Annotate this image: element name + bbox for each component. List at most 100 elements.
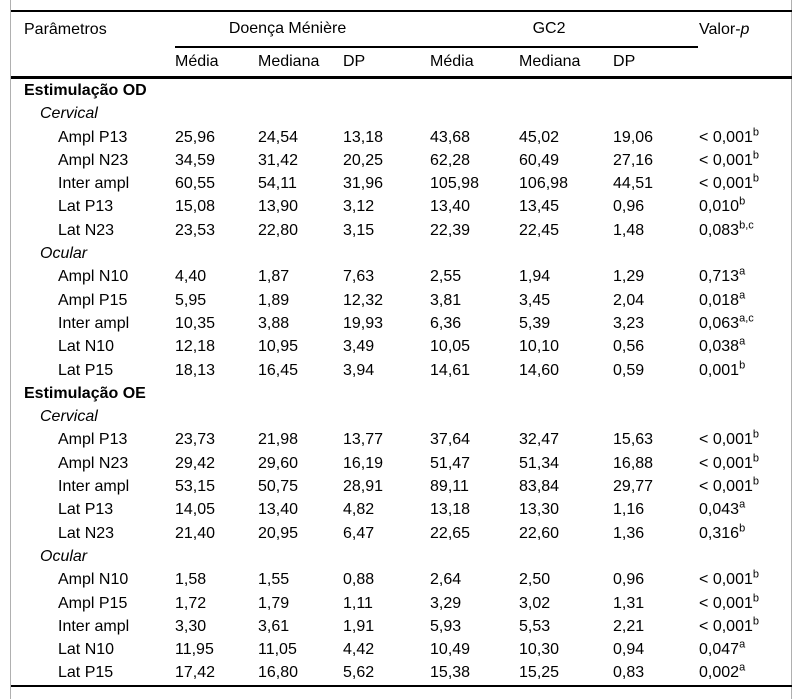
cell-p-value: 0,010b: [698, 195, 792, 218]
cell-p-value: < 0,001b: [698, 452, 792, 475]
p-value-superscript: b: [752, 429, 759, 442]
p-value-text: < 0,001: [699, 151, 753, 169]
cell-media-gc2: 37,64: [430, 431, 471, 449]
cell-mediana-dm: 13,90: [258, 198, 299, 216]
cell-mediana-gc2: 1,94: [519, 268, 551, 286]
cell-mediana-gc2: 60,49: [519, 151, 560, 169]
p-value-superscript: b: [752, 592, 759, 605]
cell-media-gc2: 89,11: [430, 478, 469, 496]
subsection-title: Cervical: [40, 105, 98, 123]
p-value-superscript: a: [739, 335, 746, 348]
cell-mediana-gc2: 14,60: [519, 361, 560, 379]
p-value-superscript: b: [752, 475, 759, 488]
cell-mediana-gc2: 3,02: [519, 594, 551, 612]
cell-parameter: Ampl N23: [58, 151, 129, 169]
cell-parameter: Ampl P13: [58, 128, 128, 146]
cell-dp-dm: 12,32: [343, 291, 384, 309]
section-title: Estimulação OD: [24, 82, 147, 99]
cell-p-value: < 0,001b: [698, 615, 792, 638]
sub-header-media-gc2: Média: [430, 47, 520, 79]
p-value-superscript: b: [752, 149, 759, 162]
section-title: Estimulação OE: [24, 384, 146, 402]
cell-dp-dm: 4,42: [343, 641, 375, 659]
p-value-text: 0,713: [699, 268, 740, 286]
cell-dp-dm: 3,15: [343, 221, 375, 239]
cell-dp-gc2: 2,21: [613, 617, 645, 635]
cell-media-gc2: 14,61: [430, 361, 471, 379]
cell-dp-dm: 1,11: [343, 594, 373, 612]
p-value-text: 0,316: [699, 524, 740, 542]
sub-header-media-dm: Média: [175, 47, 258, 79]
cell-media-dm: 4,40: [175, 268, 207, 286]
table-row: Lat N10 11,95 11,05 4,42 10,49 10,30 0,9…: [11, 638, 792, 661]
cell-parameter: Inter ampl: [58, 314, 130, 332]
p-value-text: 0,001: [699, 361, 740, 379]
cell-p-value: < 0,001b: [698, 475, 792, 498]
cell-media-gc2: 6,36: [430, 314, 462, 332]
cell-p-value: 0,002a: [698, 661, 792, 685]
cell-media-gc2: 3,81: [430, 291, 462, 309]
cell-media-dm: 60,55: [175, 175, 216, 193]
cell-dp-gc2: 44,51: [613, 175, 654, 193]
cell-mediana-dm: 29,60: [258, 454, 299, 472]
cell-media-gc2: 62,28: [430, 151, 471, 169]
subsection-title: Ocular: [40, 245, 88, 263]
cell-mediana-gc2: 13,30: [519, 501, 560, 519]
sub-header-dp-dm: DP: [343, 47, 431, 79]
p-value-superscript: b,c: [739, 219, 754, 232]
section-title-row: Estimulação OE: [11, 382, 792, 405]
table-row: Ampl P13 23,73 21,98 13,77 37,64 32,47 1…: [11, 428, 792, 451]
cell-mediana-dm: 54,11: [258, 175, 297, 193]
cell-mediana-gc2: 10,30: [519, 641, 560, 659]
cell-media-gc2: 15,38: [430, 664, 471, 682]
cell-mediana-gc2: 45,02: [519, 128, 560, 146]
table-row: Ampl N23 34,59 31,42 20,25 62,28 60,49 2…: [11, 149, 792, 172]
cell-p-value: < 0,001b: [698, 568, 792, 591]
cell-p-value: 0,316b: [698, 522, 792, 545]
p-value-superscript: a: [739, 638, 746, 651]
p-value-superscript: b: [752, 172, 759, 185]
p-value-superscript: a: [739, 662, 746, 675]
cell-parameter: Lat N23: [58, 221, 115, 239]
cell-dp-gc2: 0,56: [613, 338, 645, 356]
sub-header-mediana-gc2: Mediana: [519, 47, 614, 79]
cell-media-dm: 18,13: [175, 361, 216, 379]
cell-media-dm: 1,72: [175, 594, 207, 612]
cell-dp-gc2: 1,36: [613, 524, 645, 542]
table-row: Inter ampl 60,55 54,11 31,96 105,98 106,…: [11, 172, 792, 195]
p-value-text: < 0,001: [699, 128, 753, 146]
cell-parameter: Lat N10: [58, 338, 115, 356]
cell-parameter: Ampl N23: [58, 454, 129, 472]
cell-p-value: 0,063a,c: [698, 312, 792, 335]
cell-mediana-dm: 1,55: [258, 571, 290, 589]
cell-mediana-dm: 22,80: [258, 221, 299, 239]
cell-mediana-gc2: 5,39: [519, 314, 551, 332]
table-header: Parâmetros Doença Ménière GC2 Valor-p Mé…: [11, 11, 793, 79]
p-value-superscript: a: [739, 289, 746, 302]
cell-parameter: Lat N23: [58, 524, 115, 542]
cell-media-dm: 17,42: [175, 664, 216, 682]
p-value-text: < 0,001: [699, 617, 753, 635]
cell-parameter: Lat N10: [58, 641, 115, 659]
cell-dp-dm: 20,25: [343, 151, 384, 169]
statistics-table: Parâmetros Doença Ménière GC2 Valor-p Mé…: [11, 10, 793, 687]
p-value-superscript: b: [739, 522, 746, 535]
subsection-title-row: Cervical: [11, 405, 792, 428]
cell-media-dm: 34,59: [175, 151, 216, 169]
cell-mediana-dm: 3,88: [258, 314, 290, 332]
valor-label: Valor-: [699, 20, 741, 38]
cell-dp-dm: 7,63: [343, 268, 375, 286]
table-row: Lat P13 14,05 13,40 4,82 13,18 13,30 1,1…: [11, 498, 792, 521]
cell-mediana-gc2: 3,45: [519, 291, 551, 309]
p-value-superscript: b: [739, 196, 746, 209]
p-value-text: 0,010: [699, 198, 740, 216]
cell-mediana-dm: 16,45: [258, 361, 299, 379]
cell-media-dm: 5,95: [175, 291, 207, 309]
col-header-parametros: Parâmetros: [24, 20, 107, 38]
cell-mediana-dm: 13,40: [258, 501, 299, 519]
cell-dp-dm: 6,47: [343, 524, 375, 542]
group-header-row: Parâmetros Doença Ménière GC2 Valor-p: [11, 11, 792, 48]
p-value-superscript: b: [752, 126, 759, 139]
cell-mediana-dm: 16,80: [258, 664, 299, 682]
subsection-title-row: Ocular: [11, 242, 792, 265]
